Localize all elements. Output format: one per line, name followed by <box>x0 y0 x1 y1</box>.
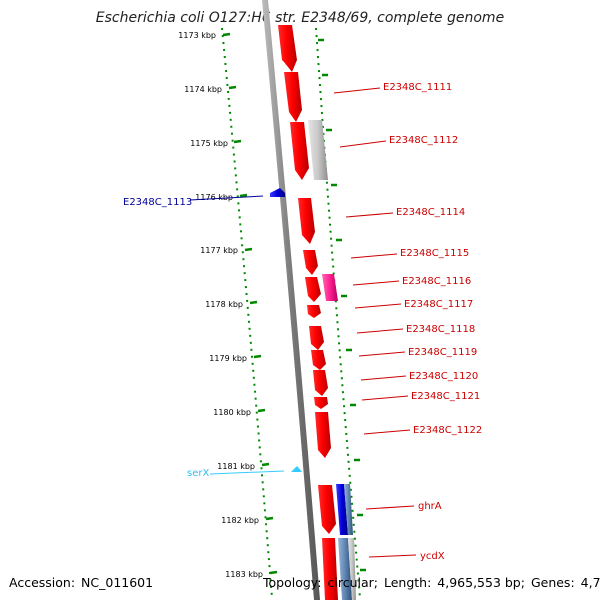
genome-title: Escherichia coli O127:H6 str. E2348/69, … <box>95 10 505 26</box>
length-value: 4,965,553 bp; <box>437 575 525 590</box>
gene-label[interactable]: ycdX <box>420 551 445 562</box>
gene-label[interactable]: E2348C_1115 <box>400 248 469 259</box>
ruler-label: 1173 kbp <box>178 31 216 40</box>
accession-label: Accession: <box>9 575 76 590</box>
ruler-label: 1176 kbp <box>195 193 233 202</box>
gene-label[interactable]: E2348C_1113 <box>123 197 192 208</box>
ruler-label: 1174 kbp <box>184 85 222 94</box>
callout-lines <box>189 87 417 558</box>
secondary-features <box>308 120 356 600</box>
gene-labels: E2348C_1111 E2348C_1112 E2348C_1113 E234… <box>123 82 482 562</box>
gene-arrow[interactable] <box>284 72 302 122</box>
gene-arrow[interactable] <box>322 538 338 600</box>
gene-arrow[interactable] <box>298 198 315 244</box>
ruler-labels: 1173 kbp 1174 kbp 1175 kbp 1176 kbp 1177… <box>178 31 263 579</box>
gene-arrow[interactable] <box>311 350 326 370</box>
gene-label[interactable]: E2348C_1120 <box>409 371 478 382</box>
length-label: Length: <box>383 575 432 590</box>
topology-value: circular; <box>327 575 378 590</box>
ruler-ticks <box>222 32 278 575</box>
genome-backbone <box>262 0 320 600</box>
ruler-label: 1181 kbp <box>217 462 255 471</box>
pseudo-gene-block[interactable] <box>348 538 356 600</box>
ruler-label: 1182 kbp <box>221 516 259 525</box>
genes-label: Genes: <box>530 575 575 590</box>
gene-label[interactable]: E2348C_1112 <box>389 135 458 146</box>
track-ticks <box>318 38 366 572</box>
gene-arrow[interactable] <box>305 277 321 302</box>
gene-label[interactable]: E2348C_1118 <box>406 324 475 335</box>
forward-genes <box>278 25 338 600</box>
steel-gene-block[interactable] <box>344 484 353 535</box>
gene-label[interactable]: E2348C_1121 <box>411 391 480 402</box>
gene-label[interactable]: E2348C_1114 <box>396 207 465 218</box>
gene-arrow[interactable] <box>303 250 318 275</box>
gene-arrow[interactable] <box>290 122 309 180</box>
accession-info: Accession: NC_011601 <box>8 575 154 590</box>
gene-label[interactable]: E2348C_1119 <box>408 347 477 358</box>
gene-arrow[interactable] <box>278 25 297 72</box>
ruler-label: 1177 kbp <box>200 246 238 255</box>
reverse-gene-arrow[interactable] <box>270 188 285 197</box>
genes-value: 4,739 <box>580 575 600 590</box>
pseudo-gene-block[interactable] <box>308 120 328 180</box>
gene-arrow[interactable] <box>314 397 328 409</box>
gene-label[interactable]: ghrA <box>418 501 442 512</box>
gene-arrow[interactable] <box>307 305 321 318</box>
gene-arrow[interactable] <box>318 485 336 534</box>
gene-label[interactable]: serX <box>187 468 209 479</box>
gene-label[interactable]: E2348C_1111 <box>383 82 452 93</box>
gene-label[interactable]: E2348C_1116 <box>402 276 471 287</box>
genome-stats: Topology: circular; Length: 4,965,553 bp… <box>262 575 600 590</box>
gene-label[interactable]: E2348C_1122 <box>413 425 482 436</box>
ruler-label: 1183 kbp <box>225 570 263 579</box>
gene-arrow[interactable] <box>309 326 324 350</box>
trna-marker[interactable] <box>291 466 302 472</box>
ruler-dotted-arc <box>221 27 273 599</box>
ruler-label: 1178 kbp <box>205 300 243 309</box>
accession-value: NC_011601 <box>81 575 154 590</box>
topology-label: Topology: <box>263 575 322 590</box>
gene-arrow[interactable] <box>313 370 328 396</box>
ruler-label: 1179 kbp <box>209 354 247 363</box>
ruler-label: 1180 kbp <box>213 408 251 417</box>
ruler-label: 1175 kbp <box>190 139 228 148</box>
gene-label[interactable]: E2348C_1117 <box>404 299 473 310</box>
steel-gene-block[interactable] <box>338 538 352 600</box>
gene-arrow[interactable] <box>315 412 331 458</box>
pink-gene-block[interactable] <box>322 274 338 301</box>
